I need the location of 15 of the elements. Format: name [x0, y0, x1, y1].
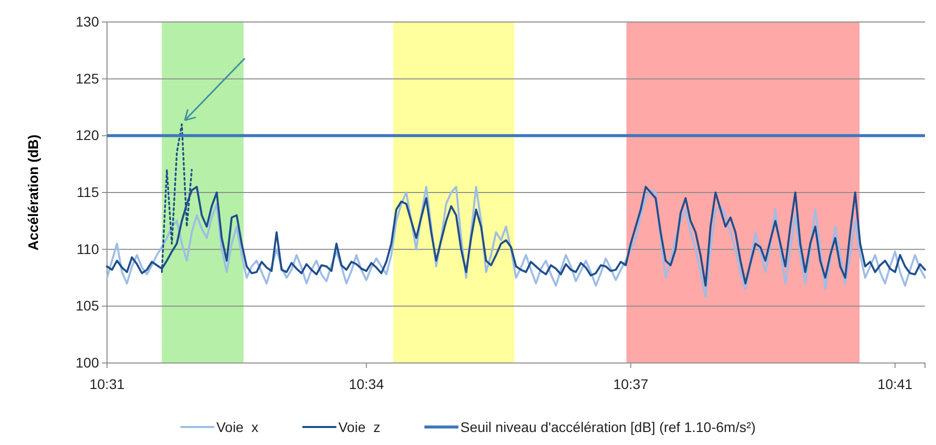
x-tick-label: 10:37 [613, 376, 648, 392]
legend-label: Voie x [216, 419, 258, 435]
x-tick-label: 10:41 [878, 376, 913, 392]
y-tick-label: 130 [76, 13, 100, 30]
legend-label: Voie z [338, 419, 380, 435]
y-tick-label: 120 [76, 127, 100, 144]
x-tick-label: 10:31 [89, 376, 125, 392]
y-tick-label: 125 [76, 70, 100, 86]
y-tick-label: 100 [76, 354, 100, 370]
y-tick-label: 115 [76, 184, 100, 200]
legend-label: Seuil niveau d'accélération [dB] (ref 1.10-6m/s²) [460, 419, 756, 435]
x-tick-label: 10:34 [348, 376, 384, 392]
y-tick-label: 105 [76, 298, 100, 314]
y-axis-title: Accélération (dB) [25, 134, 41, 250]
y-tick-label: 110 [76, 240, 100, 257]
